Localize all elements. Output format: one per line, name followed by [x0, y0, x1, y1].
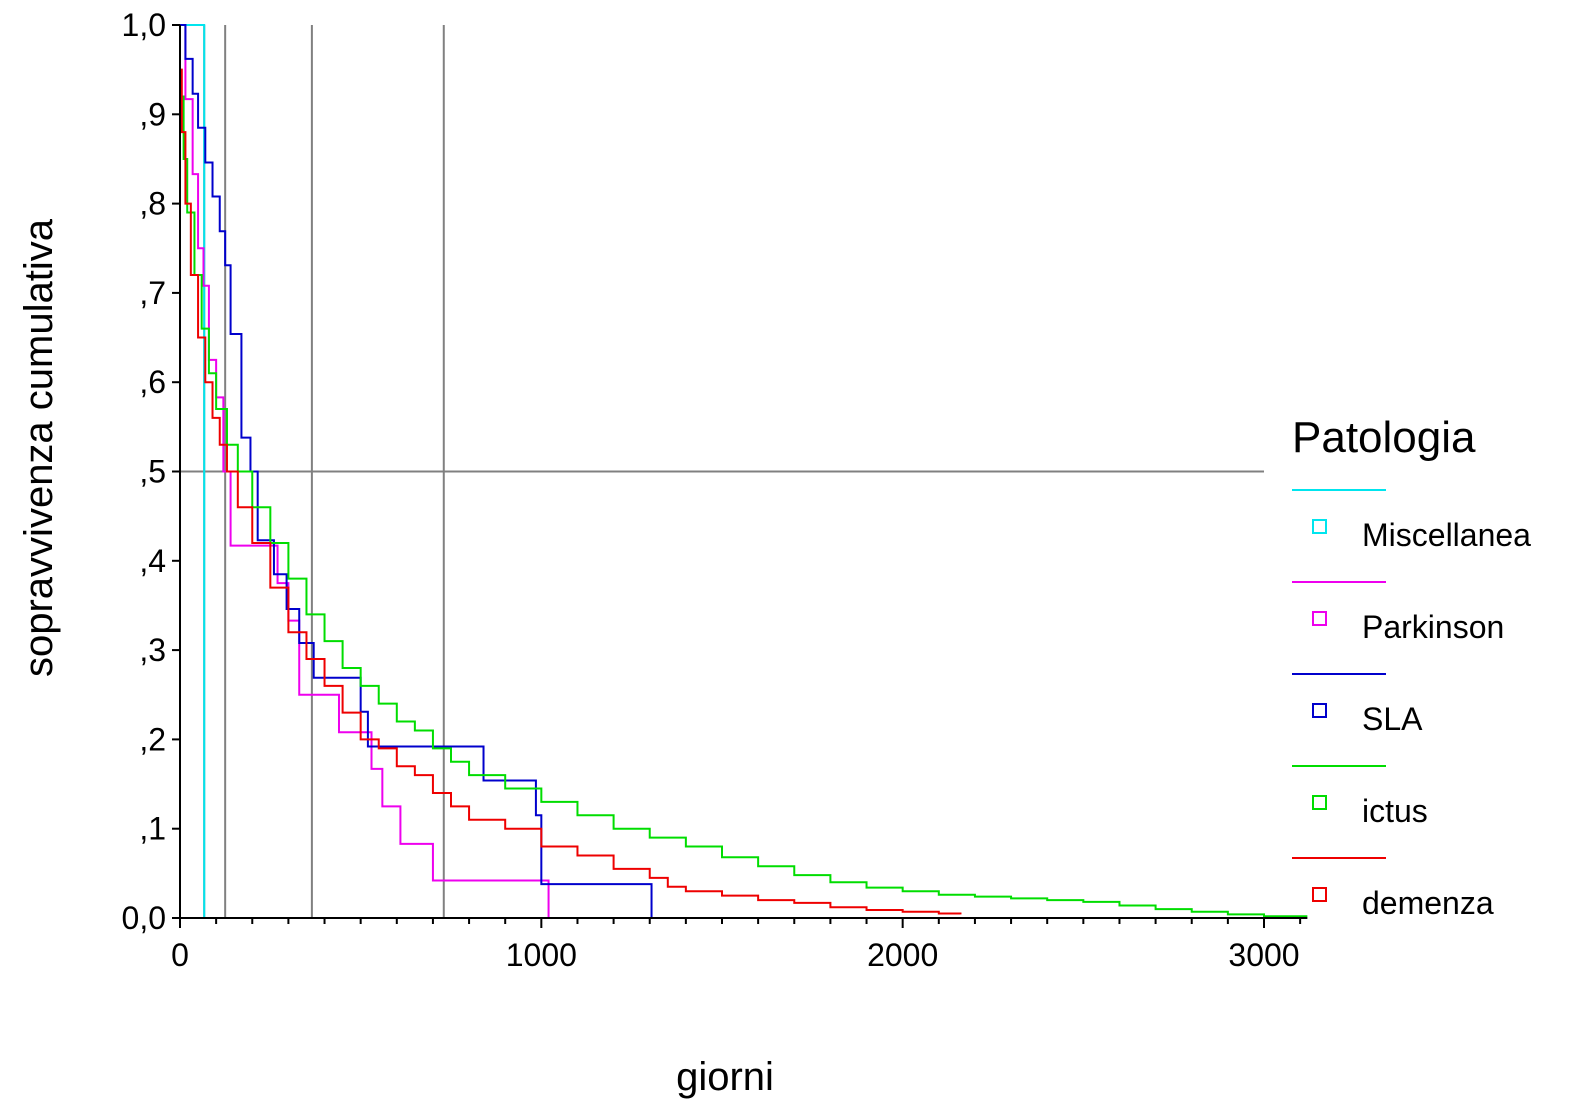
legend-marker-sla	[1312, 703, 1327, 718]
series-line-ictus	[180, 95, 1308, 918]
legend-marker-miscellanea	[1312, 519, 1327, 534]
y-tick-label: ,3	[139, 632, 166, 668]
legend: Patologia Miscellanea Parkinson SLA ictus dem…	[1292, 413, 1531, 921]
y-tick-label: ,8	[139, 186, 166, 222]
legend-label: SLA	[1362, 701, 1423, 737]
y-tick-label: ,5	[139, 454, 166, 490]
legend-label: demenza	[1362, 885, 1494, 921]
y-tick-label: ,6	[139, 364, 166, 400]
legend-label: ictus	[1362, 793, 1428, 829]
x-axis-title: giorni	[676, 1055, 774, 1099]
series-line-parkinson	[180, 24, 550, 918]
legend-label: Parkinson	[1362, 609, 1504, 645]
y-tick-label: ,7	[139, 275, 166, 311]
y-tick-label: ,1	[139, 811, 166, 847]
y-axis-title: sopravvivenza cumulativa	[17, 218, 61, 677]
legend-marker-ictus	[1312, 795, 1327, 810]
legend-label: Miscellanea	[1362, 517, 1531, 553]
y-tick-label: ,2	[139, 721, 166, 757]
y-tick-label: 0,0	[122, 900, 166, 936]
reference-lines	[180, 25, 1264, 918]
x-tick-label: 2000	[867, 937, 938, 973]
y-tick-label: ,4	[139, 543, 166, 579]
x-tick-label: 1000	[506, 937, 577, 973]
legend-marker-demenza	[1312, 887, 1327, 902]
x-tick-label: 0	[171, 937, 189, 973]
y-tick-label: 1,0	[122, 7, 166, 43]
series-lines	[180, 24, 1308, 918]
series-line-sla	[180, 24, 653, 918]
legend-title: Patologia	[1292, 413, 1476, 462]
x-tick-label: 3000	[1228, 937, 1299, 973]
legend-marker-parkinson	[1312, 611, 1327, 626]
y-tick-label: ,9	[139, 96, 166, 132]
axes: 0,0 ,1 ,2 ,3 ,4 ,5 ,6 ,7 ,8 ,9 1,0 0 1000 2000 3000	[122, 7, 1308, 973]
series-line-demenza	[180, 68, 962, 915]
series-line-miscellanea	[180, 24, 206, 918]
